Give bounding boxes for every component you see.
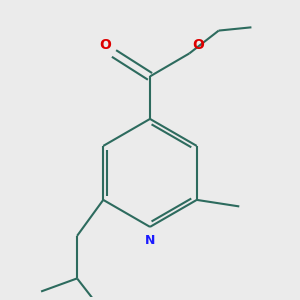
Text: O: O bbox=[100, 38, 111, 52]
Text: N: N bbox=[145, 234, 155, 247]
Text: O: O bbox=[192, 38, 204, 52]
